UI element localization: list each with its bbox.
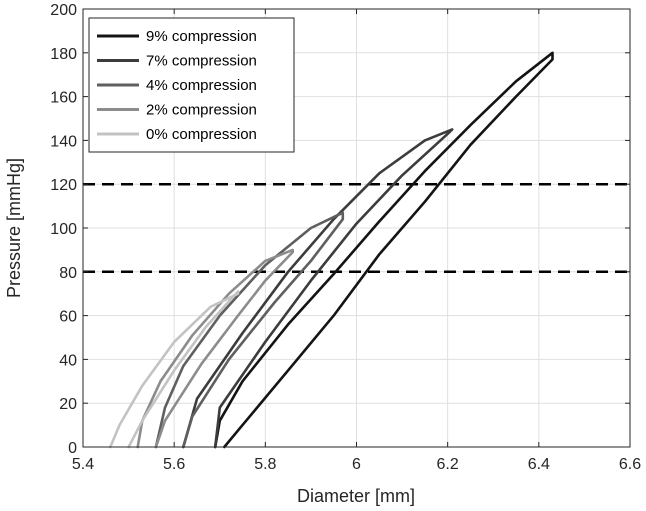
legend-label-0pct-compression: 0% compression [146,126,257,143]
series-line-7pct-compression [182,128,454,449]
reference-lines [83,182,630,274]
x-tick-label: 5.4 [72,456,94,473]
y-tick-label: 40 [59,352,77,369]
axis-ticks [82,8,631,448]
legend: 9% compression 7% compression 4% compressi… [88,17,295,153]
series-lines [109,51,554,449]
legend-label-9pct-compression: 9% compression [146,28,257,45]
tick-labels: 5.4 5.6 5.8 6 6.2 6.4 6.6 0 20 40 60 80 100 120 140 160… [50,2,641,473]
y-tick-label: 200 [50,2,77,19]
series-line-2pct-compression [136,248,294,449]
y-tick-label: 100 [50,221,77,238]
y-tick-label: 80 [59,265,77,282]
y-tick-label: 0 [68,440,77,457]
x-tick-label: 5.8 [254,456,276,473]
series-line-4pct-compression [154,211,345,449]
x-axis-label: Diameter [mm] [297,486,415,506]
x-tick-label: 5.6 [163,456,185,473]
series-line-9pct-compression [213,51,554,449]
x-tick-label: 6 [352,456,361,473]
x-tick-label: 6.6 [619,456,641,473]
y-axis-label: Pressure [mmHg] [4,158,24,298]
legend-label-2pct-compression: 2% compression [146,102,257,119]
legend-label-4pct-compression: 4% compression [146,77,257,94]
y-tick-label: 20 [59,396,77,413]
x-tick-label: 6.2 [437,456,459,473]
legend-label-7pct-compression: 7% compression [146,53,257,70]
y-tick-label: 120 [50,177,77,194]
x-tick-label: 6.4 [528,456,550,473]
y-tick-label: 140 [50,133,77,150]
y-tick-label: 160 [50,90,77,107]
y-tick-label: 180 [50,46,77,63]
y-tick-label: 60 [59,309,77,326]
series-line-0pct-compression [109,290,240,449]
